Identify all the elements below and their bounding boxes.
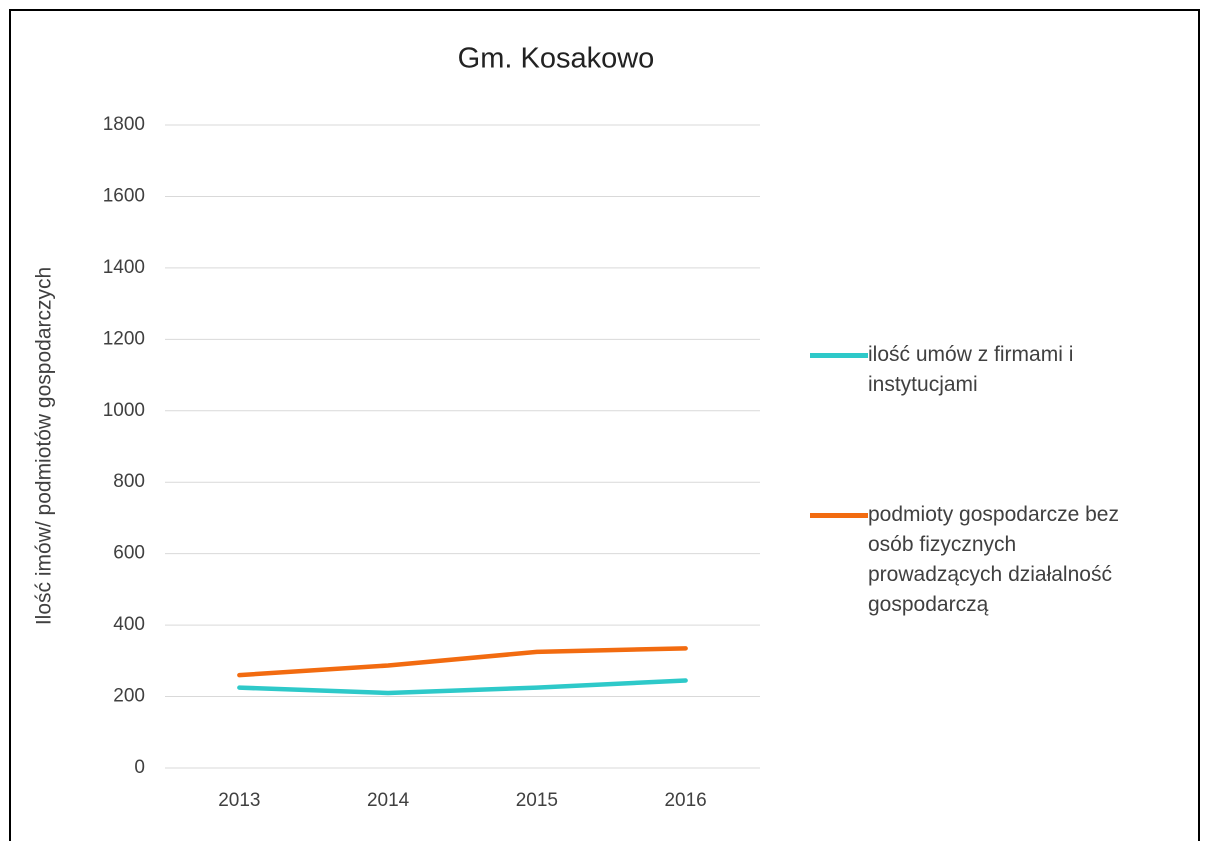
legend-entry: podmioty gospodarcze bez osób fizycznych…	[810, 500, 1140, 620]
y-tick-label: 1800	[103, 114, 145, 135]
y-tick-label: 800	[113, 471, 145, 492]
x-tick-label: 2014	[367, 790, 410, 811]
frame	[9, 9, 1200, 841]
y-tick-label: 600	[113, 543, 145, 564]
y-axis-label: Ilość imów/ podmiotów gospodarczych	[33, 267, 56, 625]
x-tick-label: 2013	[218, 790, 260, 811]
x-tick-label: 2016	[664, 790, 706, 811]
legend-label: ilość umów z firmami i instytucjami	[868, 343, 1074, 396]
data-line	[237, 646, 688, 678]
legend-swatch	[810, 513, 868, 518]
y-tick-label: 1000	[103, 400, 145, 421]
data-line	[237, 678, 688, 696]
y-tick-label: 1400	[103, 257, 145, 278]
legend-label: podmioty gospodarcze bez osób fizycznych…	[868, 503, 1119, 616]
y-tick-label: 1200	[103, 328, 145, 349]
y-tick-label: 0	[134, 757, 145, 778]
y-tick-label: 400	[113, 614, 145, 635]
legend-entry: ilość umów z firmami i instytucjami	[810, 340, 1140, 400]
x-tick-label: 2015	[516, 790, 558, 811]
y-tick-label: 200	[113, 686, 145, 707]
chart-title: Gm. Kosakowo	[458, 43, 655, 75]
y-tick-label: 1600	[103, 185, 145, 206]
legend-swatch	[810, 353, 868, 358]
